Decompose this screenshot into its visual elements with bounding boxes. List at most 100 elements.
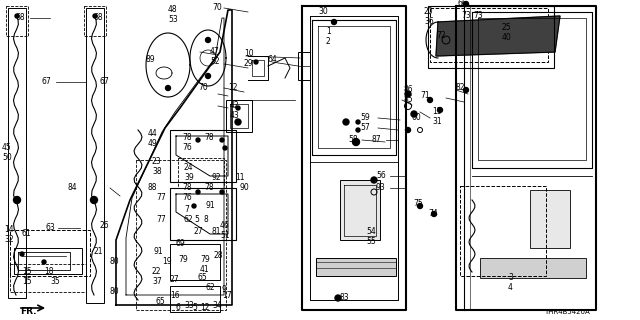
Text: 2: 2 (326, 37, 331, 46)
Text: 84: 84 (68, 183, 77, 193)
Text: 16: 16 (170, 292, 180, 300)
Text: 17: 17 (222, 291, 232, 300)
Text: 89: 89 (145, 55, 155, 65)
Text: 45: 45 (2, 143, 12, 153)
Text: 73: 73 (473, 12, 483, 20)
Text: 11: 11 (235, 173, 244, 182)
Bar (8, 8, 26, 298)
Text: 37: 37 (152, 277, 162, 286)
Text: 42: 42 (230, 101, 239, 110)
Text: 22: 22 (152, 268, 161, 276)
Text: 57: 57 (360, 124, 370, 132)
Text: 50: 50 (2, 154, 12, 163)
Text: 81: 81 (212, 228, 221, 236)
Circle shape (223, 146, 227, 150)
Text: 27: 27 (170, 276, 180, 284)
Text: 30: 30 (318, 7, 328, 17)
Text: 27: 27 (194, 228, 204, 236)
Bar (14, 248, 82, 274)
Bar (530, 190, 570, 248)
Circle shape (205, 37, 211, 43)
Text: 40: 40 (502, 34, 512, 43)
Text: 85: 85 (404, 95, 413, 105)
Text: 33: 33 (184, 301, 194, 310)
Circle shape (463, 2, 468, 6)
Text: 52: 52 (210, 58, 220, 67)
Text: 91: 91 (206, 202, 216, 211)
Circle shape (438, 108, 442, 113)
Text: 66: 66 (457, 0, 467, 9)
Bar (136, 160, 226, 310)
Text: 63: 63 (46, 223, 56, 233)
Text: 58: 58 (348, 135, 358, 145)
Text: 13: 13 (432, 108, 442, 116)
Text: 24: 24 (184, 164, 194, 172)
Text: 43: 43 (230, 111, 240, 121)
Text: 12: 12 (200, 303, 209, 313)
Text: 28: 28 (214, 252, 223, 260)
Circle shape (431, 212, 436, 217)
Text: FR.: FR. (20, 308, 36, 316)
Text: 62: 62 (184, 215, 194, 225)
Circle shape (405, 91, 411, 97)
Text: 78: 78 (204, 133, 214, 142)
Circle shape (371, 177, 377, 183)
Text: 36: 36 (424, 18, 434, 27)
Text: 25: 25 (502, 23, 511, 33)
Text: 5: 5 (192, 303, 197, 313)
Text: 14: 14 (4, 226, 13, 235)
Bar (6, 6, 28, 36)
Text: 67: 67 (100, 77, 109, 86)
Bar (170, 188, 236, 240)
Text: 79: 79 (178, 255, 188, 265)
Circle shape (196, 190, 200, 194)
Text: 80: 80 (110, 258, 120, 267)
Circle shape (166, 85, 170, 91)
Text: 35: 35 (50, 277, 60, 286)
Bar (178, 158, 224, 188)
Text: 60: 60 (412, 114, 422, 123)
Text: 86: 86 (404, 85, 413, 94)
Circle shape (417, 204, 422, 209)
Text: 61: 61 (22, 229, 31, 238)
Circle shape (463, 87, 468, 92)
Text: 87: 87 (372, 135, 381, 145)
Text: 10: 10 (244, 50, 253, 59)
Text: 31: 31 (432, 117, 442, 126)
Circle shape (205, 74, 211, 78)
Circle shape (428, 98, 433, 102)
Circle shape (356, 120, 360, 124)
Text: 5: 5 (194, 215, 199, 225)
Circle shape (15, 14, 19, 18)
Text: 65: 65 (198, 274, 208, 283)
Text: 1: 1 (326, 28, 331, 36)
Bar (428, 6, 554, 68)
Bar (10, 230, 90, 276)
Text: 78: 78 (182, 133, 191, 142)
Text: 38: 38 (152, 167, 162, 177)
Text: 51: 51 (220, 231, 230, 241)
Circle shape (192, 204, 196, 208)
Text: 15: 15 (22, 277, 31, 286)
Text: 67: 67 (42, 77, 52, 86)
Text: 44: 44 (148, 129, 157, 138)
Text: 68: 68 (16, 13, 26, 22)
Text: 12: 12 (228, 84, 237, 92)
Circle shape (20, 252, 24, 256)
Circle shape (93, 14, 97, 18)
Bar (298, 52, 310, 80)
Circle shape (353, 139, 360, 146)
Text: 47: 47 (210, 47, 220, 57)
Text: 49: 49 (148, 139, 157, 148)
Text: 39: 39 (184, 173, 194, 182)
Circle shape (42, 260, 46, 264)
Text: 68: 68 (94, 13, 104, 22)
Text: 8: 8 (204, 215, 209, 225)
Text: 19: 19 (162, 258, 172, 267)
Text: 90: 90 (240, 183, 250, 193)
Text: 55: 55 (366, 237, 376, 246)
Circle shape (343, 119, 349, 125)
Text: 80: 80 (110, 287, 120, 297)
Text: 18: 18 (44, 268, 54, 276)
Circle shape (235, 119, 241, 125)
